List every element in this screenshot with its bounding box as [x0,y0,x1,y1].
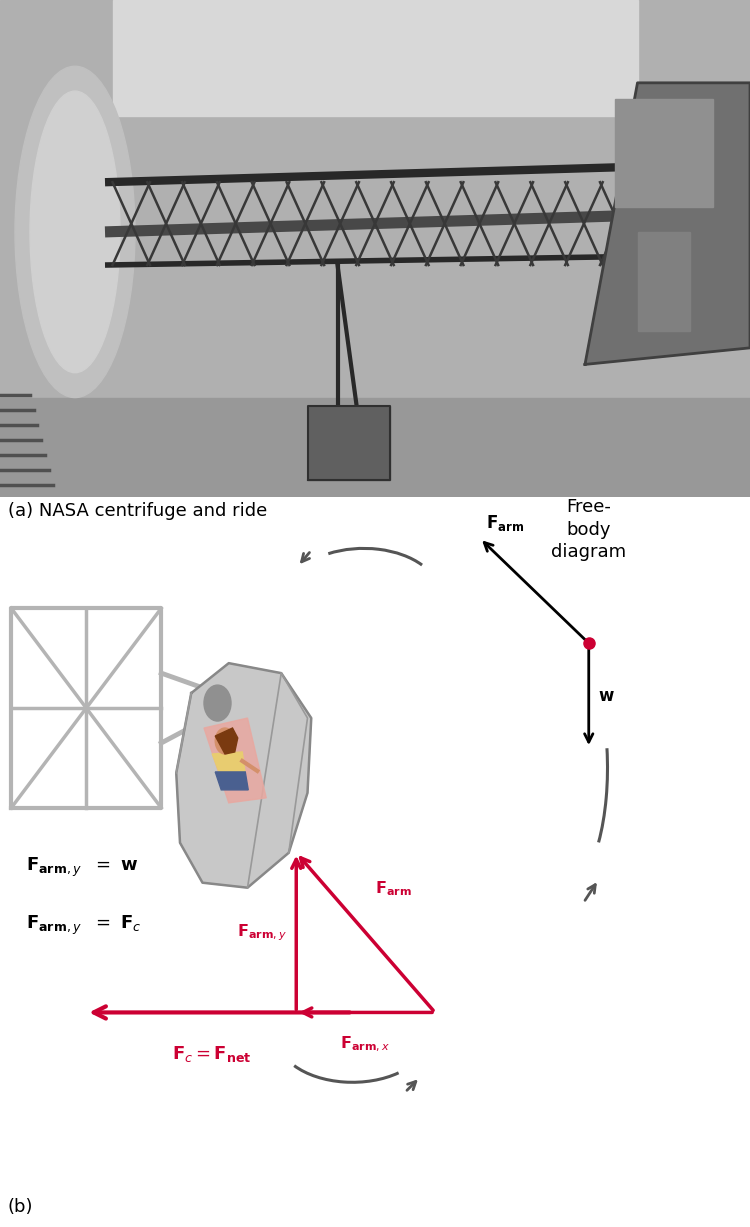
Polygon shape [585,83,750,364]
Polygon shape [308,406,390,481]
Text: Free-
body
diagram: Free- body diagram [551,498,626,561]
Polygon shape [212,752,245,774]
Polygon shape [215,772,248,790]
Bar [0,0,750,398]
Bar [112,0,638,117]
Text: (a) NASA centrifuge and ride: (a) NASA centrifuge and ride [8,502,267,520]
Circle shape [204,685,231,721]
Text: $\mathbf{F}_{\mathbf{arm}}$: $\mathbf{F}_{\mathbf{arm}}$ [486,513,524,534]
Text: $\mathbf{F}_{\mathbf{arm},y}\ \ =\ \mathbf{F}_c$: $\mathbf{F}_{\mathbf{arm},y}\ \ =\ \math… [26,914,142,937]
Polygon shape [204,718,266,802]
Text: $\mathbf{F}_{\mathbf{arm},y}$: $\mathbf{F}_{\mathbf{arm},y}$ [237,923,287,942]
Polygon shape [615,99,712,207]
Ellipse shape [15,66,135,398]
Bar [0,398,750,497]
Polygon shape [638,232,690,331]
Text: $\mathbf{w}$: $\mathbf{w}$ [598,687,614,704]
Polygon shape [176,663,311,887]
Text: $\mathbf{F}_{\mathbf{arm},x}$: $\mathbf{F}_{\mathbf{arm},x}$ [340,1034,391,1054]
Text: $\mathbf{F}_{\mathbf{arm},y}\ \ =\ \mathbf{w}$: $\mathbf{F}_{\mathbf{arm},y}\ \ =\ \math… [26,856,139,880]
Ellipse shape [30,91,120,373]
Polygon shape [215,728,238,753]
Text: $\mathbf{F}_{\mathbf{arm}}$: $\mathbf{F}_{\mathbf{arm}}$ [375,879,413,898]
Text: (b): (b) [8,1198,33,1216]
Text: $\mathbf{F}_c = \mathbf{F}_{\mathbf{net}}$: $\mathbf{F}_c = \mathbf{F}_{\mathbf{net}… [172,1044,252,1064]
Circle shape [215,728,235,753]
